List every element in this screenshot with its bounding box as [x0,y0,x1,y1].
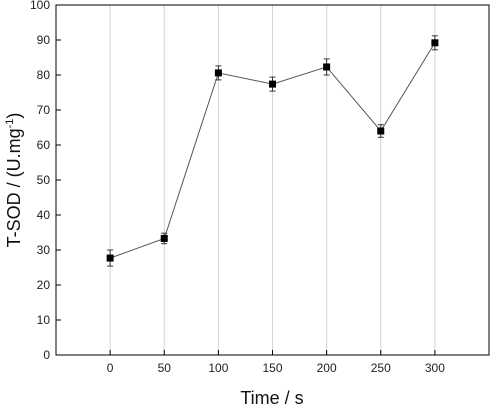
x-tick-label: 100 [208,361,228,375]
data-point [214,69,222,77]
data-point [269,80,276,88]
data-markers [106,39,439,262]
y-tick-label: 50 [37,173,51,187]
y-tick-label: 80 [37,68,51,82]
data-point [160,234,168,242]
data-point [323,63,331,71]
x-tick-label: 0 [107,361,114,375]
data-point [431,39,439,47]
y-axis-title-superscript: -1 [4,119,16,129]
x-axis-ticks: 0 50 100 150 200 250 300 [107,350,445,375]
data-point [377,127,385,135]
y-tick-label: 0 [43,348,50,362]
data-point [106,254,114,262]
y-tick-label: 20 [37,278,51,292]
y-axis-title-main: T-SOD / (U.mg [4,128,24,247]
y-axis-title-close: ) [4,113,24,119]
x-axis-title: Time / s [240,388,303,408]
x-tick-label: 300 [425,361,445,375]
x-tick-label: 250 [371,361,391,375]
y-tick-label: 90 [37,33,51,47]
y-tick-label: 10 [37,313,51,327]
y-axis-title: T-SOD / (U.mg-1) [4,113,24,248]
x-tick-label: 50 [158,361,172,375]
grid-lines [109,5,436,355]
y-tick-label: 100 [30,0,50,12]
y-tick-label: 60 [37,138,51,152]
y-axis-ticks: 0 10 20 30 40 50 60 70 80 90 100 [30,0,61,362]
x-tick-label: 150 [262,361,282,375]
y-tick-label: 70 [37,103,51,117]
y-tick-label: 30 [37,243,51,257]
x-tick-label: 200 [317,361,337,375]
y-tick-label: 40 [37,208,51,222]
